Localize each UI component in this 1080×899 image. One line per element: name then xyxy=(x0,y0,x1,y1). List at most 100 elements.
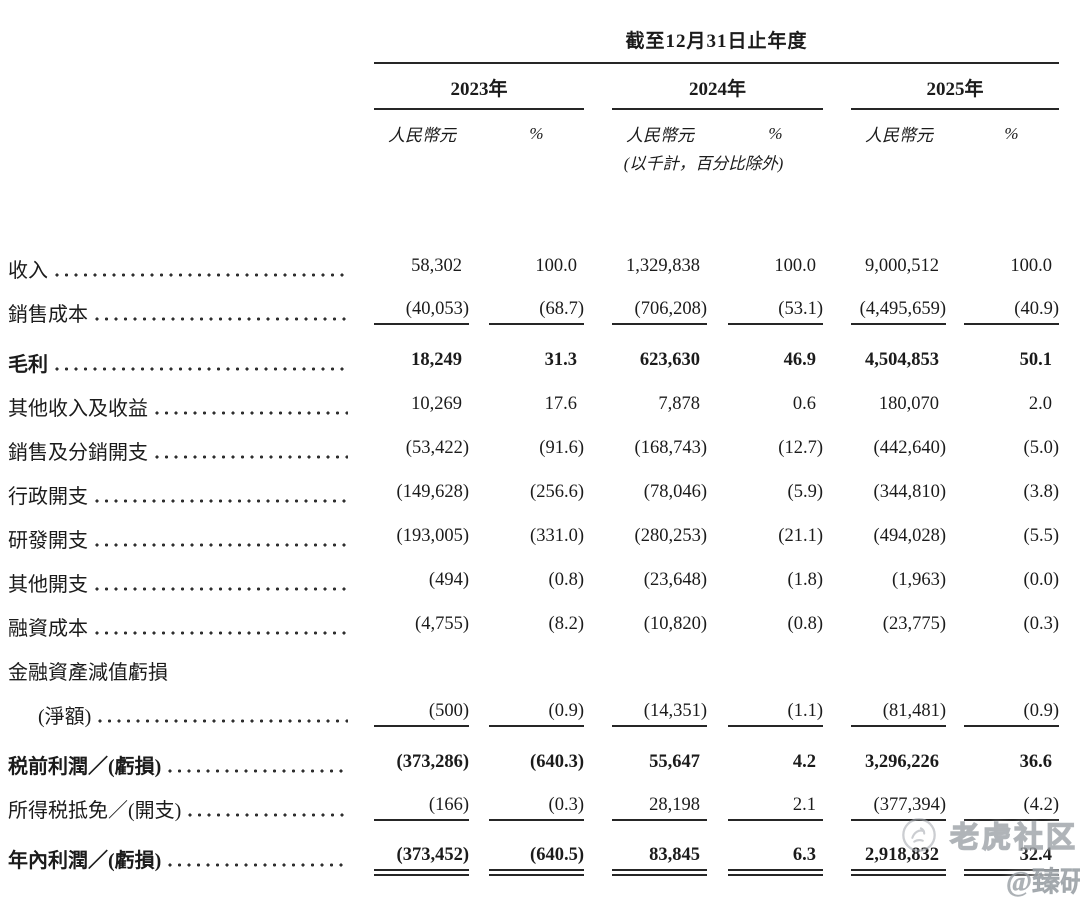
table-row: 税前利潤／(虧損) (373,286) (640.3) 55,647 4.2 3… xyxy=(8,742,1059,786)
value-cell: (1.8) xyxy=(787,570,823,590)
value-cell: 28,198 xyxy=(612,795,707,821)
value-cell: (1,963) xyxy=(892,570,946,590)
dot-leader xyxy=(95,472,348,516)
row-label-text: 所得税抵免／(開支) xyxy=(8,799,182,822)
value-cell: (168,743) xyxy=(634,438,707,458)
table-row: 銷售成本 (40,053) (68.7) (706,208) (53.1) (4… xyxy=(8,290,1059,334)
value-cell: 32.4 xyxy=(942,845,1059,876)
row-label-text: 銷售及分銷開支 xyxy=(8,441,148,464)
value-cell: 100.0 xyxy=(535,256,577,276)
table-row: 研發開支 (193,005) (331.0) (280,253) (21.1) … xyxy=(8,516,1059,560)
row-label-text: 金融資產減值虧損 xyxy=(8,661,168,684)
value-cell: (3.8) xyxy=(1023,482,1059,502)
value-cell: (40,053) xyxy=(374,299,469,325)
row-label-text: 毛利 xyxy=(8,353,48,376)
row-label-text: 銷售成本 xyxy=(8,303,88,326)
value-cell: (4,495,659) xyxy=(851,299,946,325)
value-cell: 623,630 xyxy=(639,350,700,370)
value-cell: (442,640) xyxy=(873,438,946,458)
percent-label: % xyxy=(768,123,783,143)
value-cell: (21.1) xyxy=(778,526,823,546)
amount-unit-label: 人民幣元 xyxy=(865,126,933,145)
value-cell: (81,481) xyxy=(851,701,946,727)
row-label: 金融資產減值虧損 xyxy=(8,648,374,692)
row-label-text: 税前利潤／(虧損) xyxy=(8,755,162,778)
row-label-text: 收入 xyxy=(8,259,48,282)
dot-leader xyxy=(95,604,348,648)
amount-unit-label: 人民幣元 xyxy=(388,126,456,145)
row-label: 税前利潤／(虧損) xyxy=(8,742,374,786)
value-cell: 9,000,512 xyxy=(865,256,939,276)
row-label: 毛利 xyxy=(8,340,374,384)
thousands-note: (以千計，百分比除外) xyxy=(623,154,784,173)
row-label: 收入 xyxy=(8,246,374,290)
value-cell: 2.0 xyxy=(1028,394,1052,414)
value-cell: 31.3 xyxy=(544,350,577,370)
value-cell: (5.9) xyxy=(787,482,823,502)
row-label-text: (淨額) xyxy=(38,705,92,728)
value-cell: 6.3 xyxy=(706,845,823,876)
value-cell: 58,302 xyxy=(411,256,462,276)
amount-unit-label: 人民幣元 xyxy=(626,126,694,145)
value-cell: 55,647 xyxy=(649,752,700,772)
value-cell: 18,249 xyxy=(411,350,462,370)
row-label: 其他收入及收益 xyxy=(8,384,374,428)
value-cell: (8.2) xyxy=(548,614,584,634)
dot-leader xyxy=(95,516,348,560)
value-cell: (280,253) xyxy=(634,526,707,546)
dot-leader xyxy=(155,428,348,472)
value-cell: (373,286) xyxy=(396,752,469,772)
row-label: 行政開支 xyxy=(8,472,374,516)
row-label: (淨額) xyxy=(8,692,374,736)
value-cell: (344,810) xyxy=(873,482,946,502)
row-label-text: 其他收入及收益 xyxy=(8,397,148,420)
table-row: 金融資產減值虧損 xyxy=(8,648,1059,692)
table-body: 收入 58,302 100.0 1,329,838 100.0 9,000,51… xyxy=(8,246,1059,880)
value-cell: (5.5) xyxy=(1023,526,1059,546)
dot-leader xyxy=(168,836,348,880)
value-cell: (193,005) xyxy=(396,526,469,546)
value-cell: 100.0 xyxy=(1010,256,1052,276)
row-label: 其他開支 xyxy=(8,560,374,604)
value-cell: (494) xyxy=(428,570,469,590)
table-header-note: (以千計，百分比除外) xyxy=(8,146,1059,174)
table-row: 其他收入及收益 10,269 17.6 7,878 0.6 180,070 2.… xyxy=(8,384,1059,428)
row-label: 銷售成本 xyxy=(8,290,374,334)
value-cell: 100.0 xyxy=(774,256,816,276)
row-label: 銷售及分銷開支 xyxy=(8,428,374,472)
statements-table: 截至12月31日止年度 2023年 2024年 2025年 人民幣元 % 人民幣… xyxy=(8,31,1059,880)
table-row: 毛利 18,249 31.3 623,630 46.9 4,504,853 50… xyxy=(8,340,1059,384)
value-cell: (0.0) xyxy=(1023,570,1059,590)
dot-leader xyxy=(168,742,348,786)
value-cell: (706,208) xyxy=(612,299,707,325)
value-cell: (14,351) xyxy=(612,701,707,727)
value-cell: (53,422) xyxy=(405,438,469,458)
table-row: (淨額) (500) (0.9) (14,351) (1.1) (81,481)… xyxy=(8,692,1059,736)
value-cell: (10,820) xyxy=(643,614,707,634)
table-row: 融資成本 (4,755) (8.2) (10,820) (0.8) (23,77… xyxy=(8,604,1059,648)
row-label-text: 行政開支 xyxy=(8,485,88,508)
value-cell: (331.0) xyxy=(530,526,584,546)
value-cell: (40.9) xyxy=(942,299,1059,325)
value-cell: (0.9) xyxy=(467,701,584,727)
value-cell: (500) xyxy=(374,701,469,727)
value-cell: 36.6 xyxy=(1019,752,1052,772)
value-cell: (0.8) xyxy=(787,614,823,634)
value-cell: (53.1) xyxy=(706,299,823,325)
row-label-text: 研發開支 xyxy=(8,529,88,552)
table-row: 收入 58,302 100.0 1,329,838 100.0 9,000,51… xyxy=(8,246,1059,290)
value-cell: (23,648) xyxy=(643,570,707,590)
value-cell: 2.1 xyxy=(706,795,823,821)
dot-leader xyxy=(95,560,348,604)
row-label: 融資成本 xyxy=(8,604,374,648)
table-row: 所得税抵免／(開支) (166) (0.3) 28,198 2.1 (377,3… xyxy=(8,786,1059,830)
table-row: 銷售及分銷開支 (53,422) (91.6) (168,743) (12.7)… xyxy=(8,428,1059,472)
dot-leader xyxy=(95,290,348,334)
row-label-text: 其他開支 xyxy=(8,573,88,596)
value-cell: (494,028) xyxy=(873,526,946,546)
value-cell: 7,878 xyxy=(658,394,700,414)
value-cell: (23,775) xyxy=(882,614,946,634)
table-header-units: 人民幣元 % 人民幣元 % 人民幣元 % xyxy=(8,110,1059,146)
percent-label: % xyxy=(1004,123,1019,143)
value-cell: (12.7) xyxy=(778,438,823,458)
